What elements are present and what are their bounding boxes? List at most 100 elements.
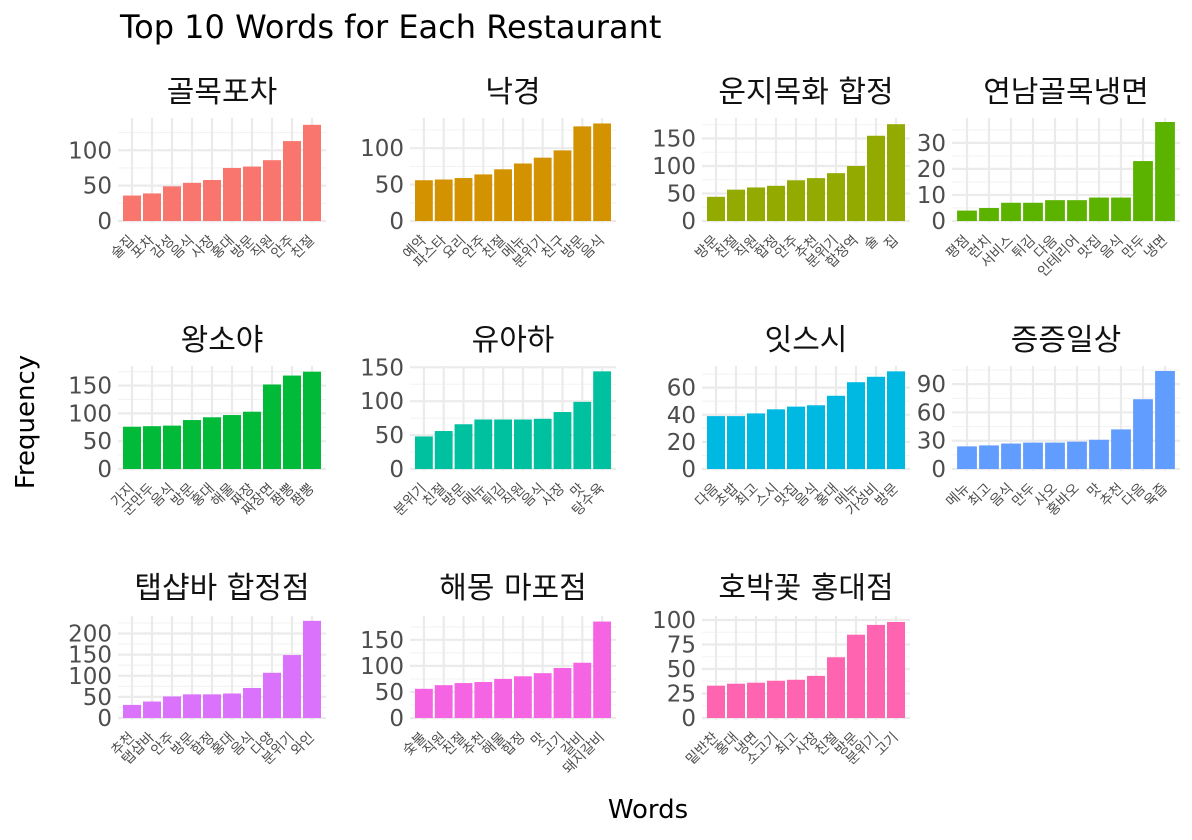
bar [163,696,181,718]
panel-title: 증증일상 [1011,323,1121,358]
bar [1089,197,1109,221]
bar [183,694,201,718]
y-tick-label: 25 [667,682,696,708]
y-tick-label: 60 [917,400,946,426]
bar [163,425,181,469]
y-axis-label: Frequency [11,355,41,489]
bar [494,169,513,221]
y-tick-label: 100 [68,664,112,690]
bar [123,704,141,718]
bar [474,682,493,718]
y-tick-label: 150 [68,374,112,400]
y-tick-label: 100 [68,401,112,427]
y-tick-label: 30 [917,429,946,455]
bar [827,173,845,221]
y-tick-label: 100 [652,154,696,180]
bar [957,446,977,469]
y-tick-label: 150 [68,643,112,669]
bar [573,126,592,221]
bar [1155,370,1175,469]
bar [1133,161,1153,221]
bar [203,179,221,221]
bar [533,418,552,469]
bar [203,694,221,718]
bar [727,683,745,718]
panel-title: 호박꽃 홍대점 [718,571,893,606]
bar [747,187,765,221]
bar [513,676,532,718]
y-tick-label: 50 [375,173,404,199]
bar [767,680,785,718]
bar [183,182,201,221]
bar [263,672,281,718]
bar [243,166,261,221]
bar [847,166,865,221]
bar [867,135,885,221]
bar [1067,200,1087,221]
y-tick-label: 0 [681,706,696,732]
y-tick-label: 0 [97,209,112,235]
y-tick-label: 0 [389,209,404,235]
y-tick-label: 40 [667,403,696,429]
x-tick-label: 고기 [872,730,902,760]
bar [123,195,141,221]
bar [827,395,845,469]
bar [767,185,785,221]
bar [243,411,261,469]
chart-title: Top 10 Words for Each Restaurant [119,8,661,46]
y-tick-label: 50 [667,657,696,683]
bar [163,186,181,221]
bar [533,157,552,221]
y-tick-label: 50 [375,680,404,706]
y-tick-label: 100 [68,138,112,164]
x-tick-label: 친절 [288,233,318,263]
panel-title: 골목포차 [167,75,277,110]
bar [223,415,241,469]
bar [573,401,592,469]
bar [434,179,453,221]
bar [223,167,241,221]
bar [454,178,473,221]
x-tick-label: 짬뽕 [288,480,318,510]
y-tick-label: 0 [389,457,404,483]
x-tick-label: 술 [861,232,882,253]
bar [223,693,241,718]
bar [593,621,612,718]
bar [283,655,301,718]
bar [727,189,745,221]
bar [573,662,592,718]
bar [1067,441,1087,469]
y-tick-label: 0 [389,706,404,732]
x-tick-label: 집 [881,233,901,253]
y-tick-label: 150 [360,355,404,381]
bar [979,207,999,221]
bar [847,634,865,718]
bar [807,405,825,469]
panel-title: 운지목화 합정 [718,75,893,110]
y-tick-label: 100 [360,136,404,162]
y-tick-label: 50 [83,429,112,455]
bar [1133,399,1153,469]
x-tick-label: 와인 [288,730,318,760]
y-tick-label: 90 [917,372,946,398]
y-tick-label: 0 [97,706,112,732]
bar [203,417,221,469]
bar [747,682,765,718]
bar [1023,202,1043,221]
bar [553,412,572,469]
y-tick-label: 60 [667,376,696,402]
bar [513,163,532,221]
bar [707,416,725,469]
x-tick-label: 합정 [499,730,529,760]
x-tick-label: 냉면 [1141,233,1171,263]
bar [183,420,201,469]
bar [1155,122,1175,221]
bar [303,620,321,718]
